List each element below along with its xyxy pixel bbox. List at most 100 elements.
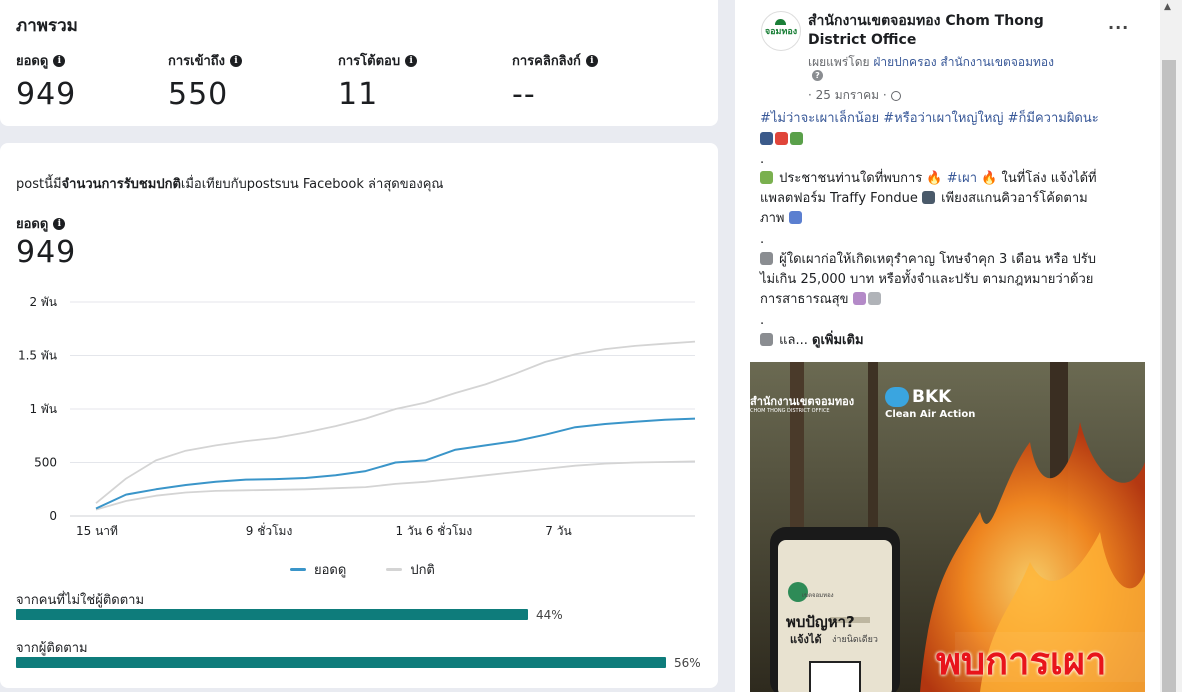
image-headline: พบการเผา [936,639,1107,683]
post-line-2: แพลตฟอร์ม Traffy Fondue เพียงสแกนคิวอาร์… [760,189,1088,209]
post-text: เพียงสแกนคิวอาร์โค้ดตาม [941,191,1088,206]
legend-swatch [290,568,306,571]
phone-emoji-icon [922,191,936,204]
metric-link-clicks: การคลิกลิงก์ i -- [512,50,598,112]
series-line-normal [95,460,696,511]
x-tick-label: 1 วัน 6 ชั่วโมง [396,522,473,538]
metric-views: ยอดดู i 949 [16,50,76,112]
overview-title: ภาพรวม [16,16,78,36]
post-text: การสาธารณสุข [760,292,849,307]
x-tick-label: 15 นาที [76,524,118,538]
post-text: ประชาชนท่านใดที่พบการ [779,171,923,186]
see-more-link[interactable]: ดูเพิ่มเติม [812,333,864,348]
metric-reach: การเข้าถึง i 550 [168,50,243,112]
post-dot: . [760,232,765,247]
x-mark-icon [760,252,773,265]
legend-label: ปกติ [410,563,435,578]
info-icon[interactable]: i [405,54,418,67]
post-text: แล... [779,333,808,348]
fire-icon: 🔥 [981,171,998,186]
views-value: 949 [16,235,77,270]
info-icon[interactable]: i [53,217,66,230]
legend-swatch [386,568,403,571]
post-text: ภาพ [760,211,785,226]
post-line-1: ประชาชนท่านใดที่พบการ 🔥 #เผา 🔥 ในที่โล่ง… [760,169,1097,189]
views-line-chart: 0 500 1 พัน 1.5 พัน 2 พัน 15 นาที 9 ชั่วโมง 1 ว… [18,295,696,538]
info-icon[interactable]: i [53,54,66,67]
post-line-5: ไม่เกิน 25,000 บาท หรือทั้งจำและปรับ ตาม… [760,272,1094,287]
post-text: ผู้ใดเผาก่อให้เกิดเหตุรำคาญ โทษจำคุก 3 เ… [779,252,1097,267]
avatar-text: จอมทอง [764,27,798,37]
image-office-en: CHOM THONG DISTRICT OFFICE [750,408,830,414]
audience-bar-followers [16,657,666,668]
post-image[interactable]: สำนักงานเขตจอมทอง CHOM THONG DISTRICT OF… [750,362,1145,692]
scales-emoji-icon [867,292,881,305]
scroll-up-icon[interactable]: ▲ [1164,2,1171,12]
y-tick-label: 500 [34,456,57,470]
legend-item-views[interactable]: ยอดดู [290,559,346,580]
metric-label: การโต้ตอบ [338,54,401,69]
image-bkk: BKK [912,387,952,407]
audience-bar-fill [16,657,666,668]
avatar-logo [775,19,786,25]
globe-icon [890,90,901,101]
audience-label-followers: จากผู้ติดตาม [16,641,88,656]
image-bkk-sub: Clean Air Action [885,409,976,420]
more-options-icon[interactable]: ··· [1108,18,1130,37]
published-by: เผยแพร่โดย ฝ่ายปกครอง สำนักงานเขตจอมทอง [808,53,1054,72]
post-hashtags[interactable]: #ไม่ว่าจะเผาเล็กน้อย #หรือว่าเผาใหญ่ใหญ่… [760,111,1099,126]
hand-emoji-icon [788,211,802,224]
image-phone-brand: เขตจอมทอง [802,592,834,599]
image-phone-answer-2: ง่ายนิดเดียว [832,635,878,645]
image-phone-question: พบปัญหา? [786,613,855,631]
audience-percent: 44% [536,608,563,622]
metric-engagement: การโต้ตอบ i 11 [338,50,418,112]
views-label: ยอดดู i [16,213,66,234]
y-tick-label: 2 พัน [29,295,57,309]
post-date[interactable]: · 25 มกราคม · [808,88,887,102]
publisher-link[interactable]: ฝ่ายปกครอง สำนักงานเขตจอมทอง [873,55,1054,69]
views-label-text: ยอดดู [16,217,49,232]
legend-item-normal[interactable]: ปกติ [386,559,435,580]
audience-percent: 56% [674,656,701,670]
image-office-th: สำนักงานเขตจอมทอง [750,395,855,408]
series-line-views [95,417,696,510]
x-mark-icon [760,333,773,346]
info-icon[interactable]: i [230,54,243,67]
fire-icon: 🔥 [926,171,943,186]
series-line-normal [95,340,696,504]
police-emoji-icon [760,132,773,145]
info-icon[interactable]: i [585,54,598,67]
question-icon[interactable]: ? [812,70,823,81]
fire-hashtag[interactable]: #เผา [946,171,978,186]
metric-label: การคลิกลิงก์ [512,54,581,69]
image-phone-answer: แจ้งได้ [790,633,822,646]
legend-label: ยอดดู [314,563,347,578]
post-line-4: ผู้ใดเผาก่อให้เกิดเหตุรำคาญ โทษจำคุก 3 เ… [760,250,1096,270]
audience-label-non-followers: จากคนที่ไม่ใช่ผู้ติดตาม [16,593,145,608]
scrollbar-thumb[interactable] [1162,60,1176,692]
metric-value: -- [512,77,536,112]
post-dot: . [760,313,765,328]
page-name[interactable]: สำนักงานเขตจอมทอง Chom Thong District Of… [808,13,1044,48]
metric-value: 11 [338,77,379,112]
farmer-emoji-icon [760,171,773,184]
post-text: แพลตฟอร์ม Traffy Fondue [760,191,918,206]
metric-value: 550 [168,77,229,112]
y-tick-label: 1 พัน [29,402,57,416]
y-tick-label: 0 [49,509,57,523]
post-line-6: การสาธารณสุข [760,290,883,310]
performance-note: postนี้มีจำนวนการรับชมปกติเมื่อเทียบกับp… [16,173,444,194]
avatar[interactable]: จอมทอง [761,11,801,51]
emoji-row [760,130,805,150]
post-dot: . [760,152,765,167]
audience-bar-fill [16,609,528,620]
published-prefix: เผยแพร่โดย [808,55,870,69]
note-prefix: postนี้มี [16,177,62,192]
post-meta: · 25 มกราคม · [808,86,901,105]
note-bold: จำนวนการรับชมปกติ [61,177,181,192]
audience-bar-non-followers [16,609,666,620]
metric-value: 949 [16,77,77,112]
metric-label: การเข้าถึง [168,54,226,69]
post-line-3: ภาพ [760,209,804,229]
